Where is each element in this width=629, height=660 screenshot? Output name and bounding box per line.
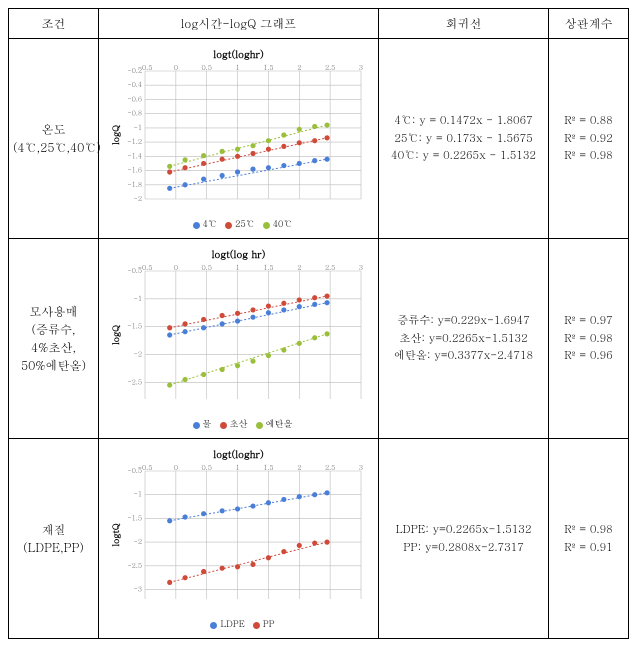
cell-r2: R² = 0.97R² = 0.98R² = 0.96 (549, 239, 629, 439)
chart-legend: 물초산에탄올 (109, 417, 369, 430)
svg-text:1: 1 (235, 263, 239, 272)
svg-text:-1.4: -1.4 (127, 150, 142, 160)
svg-text:2: 2 (297, 63, 301, 72)
svg-text:-1: -1 (133, 122, 142, 132)
table-row: 온도(4℃,25℃,40℃) logt(loghr) -0.500.511.52… (9, 39, 629, 239)
cell-r2: R² = 0.88R² = 0.92R² = 0.98 (549, 39, 629, 239)
cond-line: 모사용매 (13, 303, 94, 321)
r2-line: R² = 0.98 (553, 147, 624, 165)
table-row: 모사용매(증류수,4%초산,50%에탄올) logt(log hr) -0.5 0… (9, 239, 629, 439)
table-row: 재질(LDPE,PP) logt(loghr) -0.5 0 0.5 1 1.5 2 2.5… (9, 439, 629, 639)
svg-text:2: 2 (297, 263, 301, 272)
cell-chart: logt(log hr) -0.500.511.522.53-0.5-1-1.5… (99, 239, 379, 439)
svg-text:1: 1 (235, 63, 239, 72)
cell-regression: 증류수: y=0.229x-1.6947초산: y=0.2265x-1.5132… (379, 239, 549, 439)
regression-line: 증류수: y=0.229x-1.6947 (383, 312, 544, 330)
chart-legend: LDPEPP (109, 617, 369, 630)
regression-line: 4℃: y = 0.1472x - 1.8067 (383, 112, 544, 130)
svg-text:logtQ: logtQ (109, 523, 122, 546)
r2-line: R² = 0.96 (553, 347, 624, 365)
chart-legend: 4℃25℃40℃ (109, 217, 369, 230)
svg-text:-1.5: -1.5 (127, 321, 142, 331)
svg-text:1.5: 1.5 (263, 63, 273, 72)
svg-text:0: 0 (173, 63, 177, 72)
svg-text:2.5: 2.5 (324, 263, 334, 272)
cell-chart: logt(loghr) -0.500.511.522.53-0.2-0.4-0.… (99, 39, 379, 239)
chart: logt(log hr) -0.500.511.522.53-0.5-1-1.5… (109, 247, 369, 430)
svg-text:-1.2: -1.2 (127, 136, 142, 146)
cond-line: 4%초산, (13, 339, 94, 357)
svg-text:-3: -3 (133, 584, 142, 594)
svg-text:-2: -2 (133, 536, 142, 546)
svg-text:-0.4: -0.4 (127, 79, 142, 89)
data-table: 조건 log시간-logQ 그래프 회귀선 상관계수 온도(4℃,25℃,40℃… (8, 8, 629, 639)
svg-text:1.5: 1.5 (263, 263, 273, 272)
svg-text:2.5: 2.5 (324, 463, 334, 472)
chart: logt(loghr) -0.500.511.522.53-0.5-1-1.5-… (109, 447, 369, 630)
svg-text:-2.5: -2.5 (127, 376, 142, 386)
svg-text:-1: -1 (133, 293, 142, 303)
svg-text:-1.6: -1.6 (127, 165, 142, 175)
th-reg: 회귀선 (379, 9, 549, 39)
svg-text:0.5: 0.5 (201, 63, 211, 72)
svg-text:2: 2 (297, 463, 301, 472)
svg-text:0.5: 0.5 (201, 463, 211, 472)
regression-line: PP: y=0.2808x-2.7317 (383, 539, 544, 557)
cond-line: 재질 (13, 521, 94, 539)
th-r2: 상관계수 (549, 9, 629, 39)
svg-text:2.5: 2.5 (324, 63, 334, 72)
cell-condition: 모사용매(증류수,4%초산,50%에탄올) (9, 239, 99, 439)
r2-line: R² = 0.98 (553, 521, 624, 539)
svg-text:1: 1 (235, 463, 239, 472)
cond-line: (증류수, (13, 321, 94, 339)
cond-line: 온도 (13, 121, 94, 139)
chart-title: logt(loghr) (109, 447, 369, 461)
th-cond: 조건 (9, 9, 99, 39)
cell-regression: LDPE: y=0.2265x-1.5132PP: y=0.2808x-2.73… (379, 439, 549, 639)
svg-text:-2.5: -2.5 (127, 560, 142, 570)
cell-chart: logt(loghr) -0.500.511.522.53-0.5-1-1.5-… (99, 439, 379, 639)
svg-text:-0.5: -0.5 (127, 265, 142, 275)
th-graph: log시간-logQ 그래프 (99, 9, 379, 39)
svg-text:0: 0 (173, 263, 177, 272)
table-header-row: 조건 log시간-logQ 그래프 회귀선 상관계수 (9, 9, 629, 39)
svg-text:-2: -2 (133, 193, 142, 203)
regression-line: 에탄올: y=0.3377x-2.4718 (383, 347, 544, 365)
cond-line: (LDPE,PP) (13, 539, 94, 557)
r2-line: R² = 0.91 (553, 539, 624, 557)
r2-line: R² = 0.92 (553, 130, 624, 148)
svg-text:-1.8: -1.8 (127, 179, 142, 189)
regression-line: 40℃: y = 0.2265x - 1.5132 (383, 147, 544, 165)
regression-line: 25℃: y = 0.173x - 1.5675 (383, 130, 544, 148)
svg-text:-0.2: -0.2 (127, 65, 142, 75)
svg-text:logQ: logQ (109, 125, 122, 145)
svg-text:0.5: 0.5 (201, 263, 211, 272)
r2-line: R² = 0.98 (553, 330, 624, 348)
chart: logt(loghr) -0.500.511.522.53-0.2-0.4-0.… (109, 47, 369, 230)
chart-title: logt(log hr) (109, 247, 369, 261)
svg-text:-1.5: -1.5 (127, 512, 142, 522)
svg-text:-0.6: -0.6 (127, 93, 142, 103)
svg-text:0: 0 (173, 463, 177, 472)
cond-line: (4℃,25℃,40℃) (13, 139, 94, 157)
chart-title: logt(loghr) (109, 47, 369, 61)
cell-condition: 온도(4℃,25℃,40℃) (9, 39, 99, 239)
svg-text:-0.5: -0.5 (127, 465, 142, 475)
svg-text:3: 3 (358, 463, 362, 472)
regression-line: LDPE: y=0.2265x-1.5132 (383, 521, 544, 539)
cell-regression: 4℃: y = 0.1472x - 1.806725℃: y = 0.173x … (379, 39, 549, 239)
svg-text:3: 3 (358, 263, 362, 272)
cond-line: 50%에탄올) (13, 357, 94, 375)
r2-line: R² = 0.97 (553, 312, 624, 330)
svg-text:1.5: 1.5 (263, 463, 273, 472)
r2-line: R² = 0.88 (553, 112, 624, 130)
cell-r2: R² = 0.98R² = 0.91 (549, 439, 629, 639)
svg-text:-0.8: -0.8 (127, 108, 142, 118)
regression-line: 초산: y=0.2265x-1.5132 (383, 330, 544, 348)
svg-text:logQ: logQ (109, 325, 122, 345)
cell-condition: 재질(LDPE,PP) (9, 439, 99, 639)
svg-text:-1: -1 (133, 489, 142, 499)
svg-text:3: 3 (358, 63, 362, 72)
svg-text:-2: -2 (133, 348, 142, 358)
